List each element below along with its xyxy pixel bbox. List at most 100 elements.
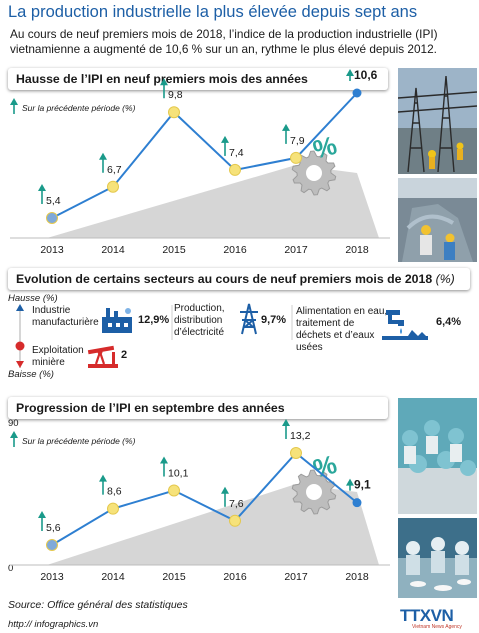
axis-bottom-label: 0 <box>8 563 14 574</box>
x-tick-label: 2016 <box>223 571 247 583</box>
section3-heading: Progression de l’IPI en septembre des an… <box>8 397 388 419</box>
sector-label-mining: Exploitation minière <box>32 345 84 368</box>
up-arrow-icon <box>38 184 46 204</box>
data-point <box>107 180 119 193</box>
food-processing-photo <box>398 398 477 514</box>
data-label: 13,2 <box>290 430 311 442</box>
factory-workers-photo <box>398 178 477 262</box>
down-label-text: Baisse <box>8 369 37 380</box>
sector-value-manufacturing: 12,9% <box>138 314 170 326</box>
seafood-factory-photo <box>398 518 477 598</box>
up-unit-text: (%) <box>42 293 58 304</box>
data-point <box>229 514 241 527</box>
data-point <box>352 498 362 508</box>
scale-up-arrow <box>16 304 24 311</box>
gear-hole <box>306 165 322 181</box>
power-station-photo <box>398 68 477 174</box>
x-tick-label: 2013 <box>40 571 64 583</box>
power-pylon-icon <box>240 303 258 335</box>
data-point <box>46 212 58 224</box>
ramp-shape <box>47 484 379 565</box>
section1-heading-text: Hausse de l’IPI en neuf premiers mois de… <box>16 72 308 86</box>
data-point <box>290 151 302 164</box>
x-tick-label: 2017 <box>284 244 308 256</box>
x-tick-label: 2016 <box>223 244 247 256</box>
x-tick-label: 2014 <box>101 244 125 256</box>
section3-heading-text: Progression de l’IPI en septembre des an… <box>16 401 285 415</box>
note-arrow-icon <box>10 431 18 447</box>
sector-scale-graphic <box>15 304 293 368</box>
down-scale-label: Baisse (%) <box>8 369 54 380</box>
up-arrow-icon <box>221 135 229 156</box>
scale-red-dot <box>15 341 25 351</box>
data-point <box>352 88 362 98</box>
sector-label-manufacturing: Industrie manufacturière <box>32 305 99 328</box>
x-tick-label: 2015 <box>162 571 186 583</box>
up-arrow-icon <box>346 69 354 81</box>
data-label: 5,4 <box>46 195 61 207</box>
data-label: 5,6 <box>46 522 61 534</box>
x-tick-label: 2013 <box>40 244 64 256</box>
factory-icon <box>102 308 132 333</box>
brand-subtitle: Vietnam News Agency <box>412 624 462 630</box>
section2-heading-unit: (%) <box>435 272 455 286</box>
brand-logo: TTXVN <box>400 606 454 625</box>
ipi-nine-month-chart: %Sur la précédente période (%)5,420136,7… <box>10 68 390 256</box>
series-line <box>51 451 358 546</box>
up-arrow-icon <box>282 419 290 439</box>
water-tap-icon <box>382 310 428 340</box>
up-label-text: Hausse <box>8 293 41 304</box>
data-point <box>290 447 302 459</box>
website-link[interactable]: http:// infographics.vn <box>8 619 99 630</box>
data-label: 7,4 <box>229 147 244 159</box>
section2-heading: Evolution de certains secteurs au cours … <box>8 268 470 290</box>
x-tick-label: 2018 <box>345 244 369 256</box>
note-arrow-icon <box>10 98 18 114</box>
section1-heading: Hausse de l’IPI en neuf premiers mois de… <box>8 68 388 90</box>
down-unit-text: (%) <box>39 369 54 380</box>
ipi-september-chart: %Sur la précédente période (%)5,620138,6… <box>10 419 390 583</box>
data-label: 10,6 <box>354 68 378 82</box>
up-arrow-icon <box>99 152 107 173</box>
up-arrow-icon <box>38 511 46 531</box>
sector-value-water: 6,4% <box>436 316 462 328</box>
axis-top-label: 90 <box>8 418 19 429</box>
data-label: 7,9 <box>290 135 305 147</box>
data-label: 9,8 <box>168 89 183 101</box>
up-arrow-icon <box>160 456 168 477</box>
data-label: 6,7 <box>107 164 122 176</box>
source-text: Source: Office général des statistiques <box>8 599 188 611</box>
data-label: 9,1 <box>354 478 371 492</box>
sector-value-mining: 2 <box>121 349 128 361</box>
note-text: Sur la précédente période (%) <box>22 436 136 446</box>
up-arrow-icon <box>221 486 229 507</box>
note-text: Sur la précédente période (%) <box>22 103 136 113</box>
data-point <box>46 539 58 551</box>
x-tick-label: 2017 <box>284 571 308 583</box>
up-arrow-icon <box>99 474 107 495</box>
data-point <box>107 502 119 515</box>
up-arrow-icon <box>282 123 290 144</box>
gear-hole <box>306 484 322 500</box>
data-point <box>229 163 241 176</box>
scale-down-arrow <box>16 361 24 368</box>
series-line <box>51 92 358 219</box>
up-scale-label: Hausse (%) <box>8 293 58 304</box>
oil-pump-icon <box>87 345 118 368</box>
page-title: La production industrielle la plus élevé… <box>8 3 418 21</box>
data-point <box>168 106 180 119</box>
up-arrow-icon <box>160 78 168 99</box>
x-tick-label: 2015 <box>162 244 186 256</box>
data-label: 10,1 <box>168 468 189 480</box>
x-tick-label: 2018 <box>345 571 369 583</box>
up-arrow-icon <box>346 478 354 491</box>
data-label: 7,6 <box>229 498 244 510</box>
data-point <box>168 484 180 497</box>
sector-label-electricity: Production, distribution d’électricité <box>174 303 225 338</box>
data-label: 8,6 <box>107 486 122 498</box>
sector-value-electricity: 9,7% <box>261 314 287 326</box>
sector-label-water: Alimentation en eau, traitement de déche… <box>296 306 388 353</box>
x-tick-label: 2014 <box>101 571 125 583</box>
intro-text: Au cours de neuf premiers mois de 2018, … <box>10 27 438 56</box>
section2-heading-text: Evolution de certains secteurs au cours … <box>16 272 433 286</box>
